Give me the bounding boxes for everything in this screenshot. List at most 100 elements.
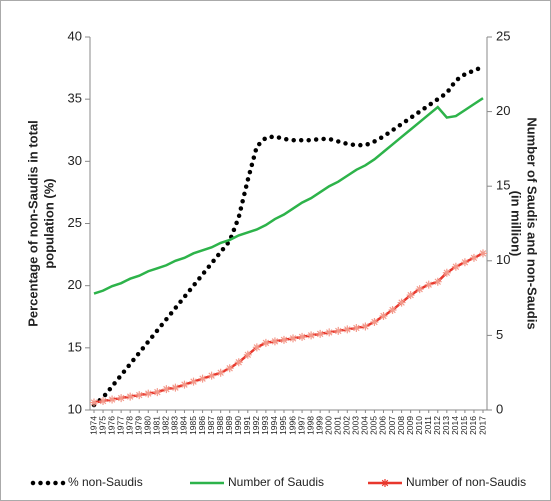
x-tick-label: 2008 [396, 416, 406, 435]
x-tick-label: 1986 [197, 416, 207, 435]
x-tick-label: 2001 [333, 416, 343, 435]
marker [307, 331, 316, 340]
x-tick-label: 2004 [360, 416, 370, 435]
x-tick-label: 1993 [260, 416, 270, 435]
x-tick-label: 2007 [387, 416, 397, 435]
marker [352, 323, 361, 332]
legend-label: Number of non-Saudis [406, 475, 526, 489]
marker [325, 328, 334, 337]
x-tick-label: 1977 [115, 416, 125, 435]
x-tick-label: 2017 [477, 416, 487, 435]
x-tick-label: 1989 [224, 416, 234, 435]
y-tick-label: 25 [68, 215, 82, 230]
marker [117, 394, 126, 403]
x-tick-label: 1979 [133, 416, 143, 435]
marker [361, 322, 370, 331]
x-tick-label: 2005 [369, 416, 379, 435]
x-tick-label: 1999 [314, 416, 324, 435]
marker [189, 377, 198, 386]
marker [406, 291, 415, 300]
legend-label: Number of Saudis [228, 475, 324, 489]
x-tick-label: 2010 [414, 416, 424, 435]
y-tick-label: 15 [68, 339, 82, 354]
y-tick-label: 40 [68, 28, 82, 43]
legend-marker [381, 479, 389, 487]
marker [298, 332, 307, 341]
x-tick-label: 1995 [278, 416, 288, 435]
marker [316, 329, 325, 338]
marker [252, 343, 261, 352]
x-tick-label: 1988 [215, 416, 225, 435]
x-tick-label: 2002 [342, 416, 352, 435]
x-tick-label: 2009 [405, 416, 415, 435]
y-tick-label: 10 [68, 401, 82, 416]
marker [171, 383, 180, 392]
marker [379, 312, 388, 321]
marker [270, 337, 279, 346]
x-tick-label: 2015 [459, 416, 469, 435]
x-tick-label: 1984 [179, 416, 189, 435]
marker [180, 380, 189, 389]
x-tick-label: 2000 [323, 416, 333, 435]
y-tick-label: 30 [68, 153, 82, 168]
x-tick-label: 1981 [152, 416, 162, 435]
y2-axis-title: Number of Saudis and non-Saudis [525, 117, 540, 329]
marker [442, 268, 451, 277]
x-tick-label: 1990 [233, 416, 243, 435]
x-tick-label: 2006 [378, 416, 388, 435]
marker [388, 306, 397, 315]
marker [433, 277, 442, 286]
y2-tick-label: 15 [496, 178, 510, 193]
y2-tick-label: 20 [496, 103, 510, 118]
marker [198, 374, 207, 383]
marker [451, 262, 460, 271]
marker [460, 258, 469, 267]
marker [469, 253, 478, 262]
marker [135, 391, 144, 400]
y-axis-title: population (%) [41, 178, 56, 268]
marker [343, 325, 352, 334]
y2-tick-label: 5 [496, 327, 503, 342]
marker [289, 334, 298, 343]
marker [334, 326, 343, 335]
marker [397, 298, 406, 307]
x-tick-label: 2003 [351, 416, 361, 435]
marker [144, 389, 153, 398]
x-tick-label: 2016 [468, 416, 478, 435]
x-tick-label: 1998 [305, 416, 315, 435]
marker [216, 368, 225, 377]
x-tick-label: 2013 [441, 416, 451, 435]
marker [225, 364, 234, 373]
x-tick-label: 1992 [251, 416, 261, 435]
marker [153, 388, 162, 397]
x-tick-label: 1974 [88, 416, 98, 435]
x-tick-label: 2014 [450, 416, 460, 435]
marker [126, 392, 135, 401]
x-tick-label: 1997 [296, 416, 306, 435]
marker [370, 317, 379, 326]
marker [234, 358, 243, 367]
x-tick-label: 1983 [170, 416, 180, 435]
x-tick-label: 1980 [143, 416, 153, 435]
marker [243, 350, 252, 359]
marker [99, 397, 108, 406]
y2-tick-label: 25 [496, 28, 510, 43]
x-tick-label: 1982 [161, 416, 171, 435]
marker [415, 285, 424, 294]
y-tick-label: 35 [68, 91, 82, 106]
marker [479, 249, 487, 258]
y2-axis-title: (in million) [509, 191, 524, 257]
x-tick-label: 1978 [124, 416, 134, 435]
x-tick-label: 1994 [269, 416, 279, 435]
x-tick-label: 2012 [432, 416, 442, 435]
marker [424, 280, 433, 289]
marker [279, 335, 288, 344]
x-tick-label: 1975 [97, 416, 107, 435]
marker [162, 385, 171, 394]
marker [261, 338, 270, 347]
x-tick-label: 1976 [106, 416, 116, 435]
y-axis-title: Percentage of non-Saudis in total [25, 120, 40, 327]
series-line [91, 64, 486, 408]
y2-tick-label: 0 [496, 401, 503, 416]
